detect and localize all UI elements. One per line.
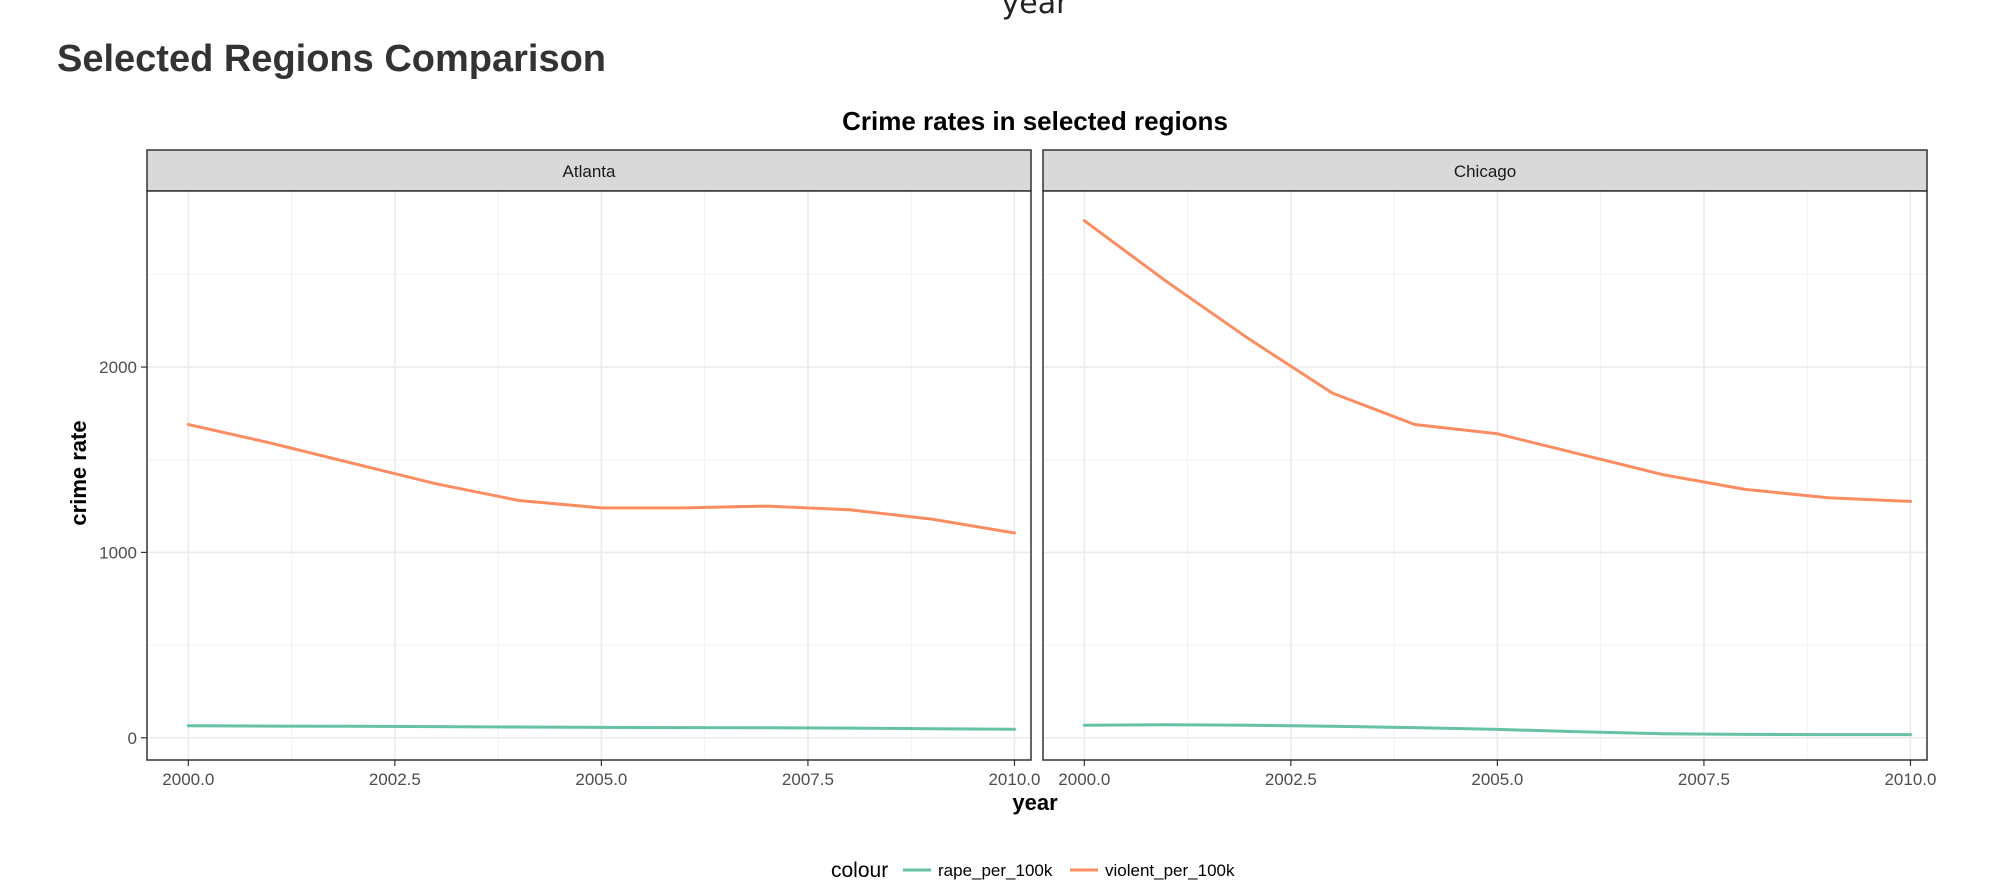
series-line-rape-per-100k [1082,723,1912,737]
x-tick-label: 2002.5 [369,770,421,789]
chart-title: Crime rates in selected regions [842,106,1228,136]
panel-background [147,191,1031,760]
y-tick-label: 0 [128,729,137,748]
x-tick-label: 2010.0 [988,770,1040,789]
legend-label: rape_per_100k [938,861,1053,880]
legend-title: colour [831,859,888,882]
series-line-violent-per-100k [186,423,1016,535]
x-tick-label: 2000.0 [1058,770,1110,789]
x-tick-label: 2000.0 [162,770,214,789]
facet-panel-atlanta: Atlanta 2000.0 2002.5 2005.0 2007.5 2010.0 [146,149,1040,789]
y-tick-label: 2000 [99,358,137,377]
legend: colour rape_per_100k violent_per_100k [831,859,1235,882]
y-axis: 0 1000 2000 [99,358,147,748]
x-axis-label: year [1012,790,1058,815]
clipped-axis-label: year [1001,0,1069,21]
x-tick-label: 2007.5 [782,770,834,789]
legend-label: violent_per_100k [1105,861,1235,880]
panel-border [146,190,1032,761]
facet-strip-label: Chicago [1454,162,1516,181]
y-tick-label: 1000 [99,543,137,562]
y-axis-label: crime rate [66,420,91,525]
panel-border [1042,190,1928,761]
facet-strip [146,149,1032,192]
facet-strip-label: Atlanta [563,162,616,181]
page-title: Selected Regions Comparison [57,38,607,80]
x-tick-label: 2007.5 [1678,770,1730,789]
series-line-rape-per-100k [186,724,1016,731]
panel-background [1043,191,1927,760]
x-tick-label: 2010.0 [1884,770,1936,789]
facet-panel-chicago: Chicago 2000.0 2002.5 2005.0 2007.5 2010.0 [1042,149,1936,789]
x-tick-label: 2005.0 [575,770,627,789]
x-tick-label: 2002.5 [1265,770,1317,789]
x-tick-label: 2005.0 [1471,770,1523,789]
series-line-violent-per-100k [1082,219,1912,503]
